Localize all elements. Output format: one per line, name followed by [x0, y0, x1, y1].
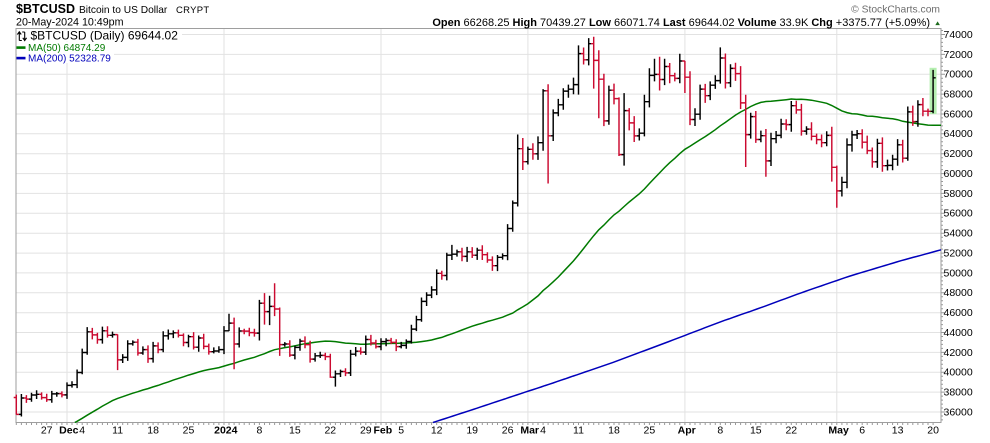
svg-text:Mar: Mar — [520, 425, 539, 437]
svg-text:46000: 46000 — [944, 307, 973, 319]
svg-text:62000: 62000 — [944, 148, 973, 160]
svg-text:20-May-2024 10:49pm: 20-May-2024 10:49pm — [16, 17, 124, 29]
svg-text:2024: 2024 — [214, 425, 238, 437]
svg-text:25: 25 — [183, 425, 195, 437]
svg-text:8: 8 — [717, 425, 723, 437]
svg-text:8: 8 — [256, 425, 262, 437]
svg-text:13: 13 — [892, 425, 904, 437]
svg-text:50000: 50000 — [944, 267, 973, 279]
svg-text:72000: 72000 — [944, 49, 973, 61]
svg-text:52000: 52000 — [944, 248, 973, 260]
svg-text:5: 5 — [398, 425, 404, 437]
svg-text:CRYPT: CRYPT — [176, 5, 210, 16]
svg-text:May: May — [828, 425, 849, 437]
svg-text:22: 22 — [324, 425, 336, 437]
svg-text:Feb: Feb — [373, 425, 392, 437]
svg-text:60000: 60000 — [944, 168, 973, 180]
svg-text:11: 11 — [573, 425, 584, 437]
svg-text:68000: 68000 — [944, 89, 973, 101]
svg-text:64000: 64000 — [944, 128, 973, 140]
svg-text:20: 20 — [927, 425, 939, 437]
svg-text:MA(200) 52328.79: MA(200) 52328.79 — [28, 53, 111, 64]
svg-text:4: 4 — [540, 425, 546, 437]
svg-text:$BTCUSD (Daily) 69644.02: $BTCUSD (Daily) 69644.02 — [31, 29, 179, 43]
svg-text:40000: 40000 — [944, 367, 973, 379]
svg-text:12: 12 — [431, 425, 443, 437]
svg-text:66000: 66000 — [944, 108, 973, 120]
svg-text:19: 19 — [466, 425, 478, 437]
svg-text:27: 27 — [41, 425, 53, 437]
svg-text:18: 18 — [608, 425, 620, 437]
svg-text:Open 66268.25 High 70439.27 Lo: Open 66268.25 High 70439.27 Low 66071.74… — [432, 17, 930, 29]
svg-text:36000: 36000 — [944, 406, 973, 418]
svg-text:22: 22 — [785, 425, 797, 437]
svg-text:44000: 44000 — [944, 327, 973, 339]
svg-text:11: 11 — [112, 425, 123, 437]
svg-text:$BTCUSD: $BTCUSD — [16, 2, 75, 16]
svg-text:25: 25 — [644, 425, 656, 437]
svg-text:4: 4 — [79, 425, 85, 437]
svg-text:6: 6 — [859, 425, 865, 437]
svg-text:18: 18 — [147, 425, 159, 437]
svg-text:54000: 54000 — [944, 228, 973, 240]
svg-text:56000: 56000 — [944, 208, 973, 220]
svg-text:15: 15 — [750, 425, 762, 437]
svg-text:42000: 42000 — [944, 347, 973, 359]
svg-text:74000: 74000 — [944, 29, 973, 41]
svg-text:58000: 58000 — [944, 188, 973, 200]
svg-text:48000: 48000 — [944, 287, 973, 299]
svg-text:29: 29 — [360, 425, 372, 437]
svg-text:Bitcoin to US Dollar: Bitcoin to US Dollar — [79, 5, 168, 16]
svg-text:70000: 70000 — [944, 69, 973, 81]
svg-text:26: 26 — [502, 425, 514, 437]
svg-text:© StockCharts.com: © StockCharts.com — [851, 5, 940, 16]
svg-text:Apr: Apr — [678, 425, 696, 437]
svg-text:Dec: Dec — [59, 425, 78, 437]
svg-text:38000: 38000 — [944, 387, 973, 399]
svg-text:MA(50) 64874.29: MA(50) 64874.29 — [28, 43, 106, 54]
svg-text:15: 15 — [289, 425, 301, 437]
